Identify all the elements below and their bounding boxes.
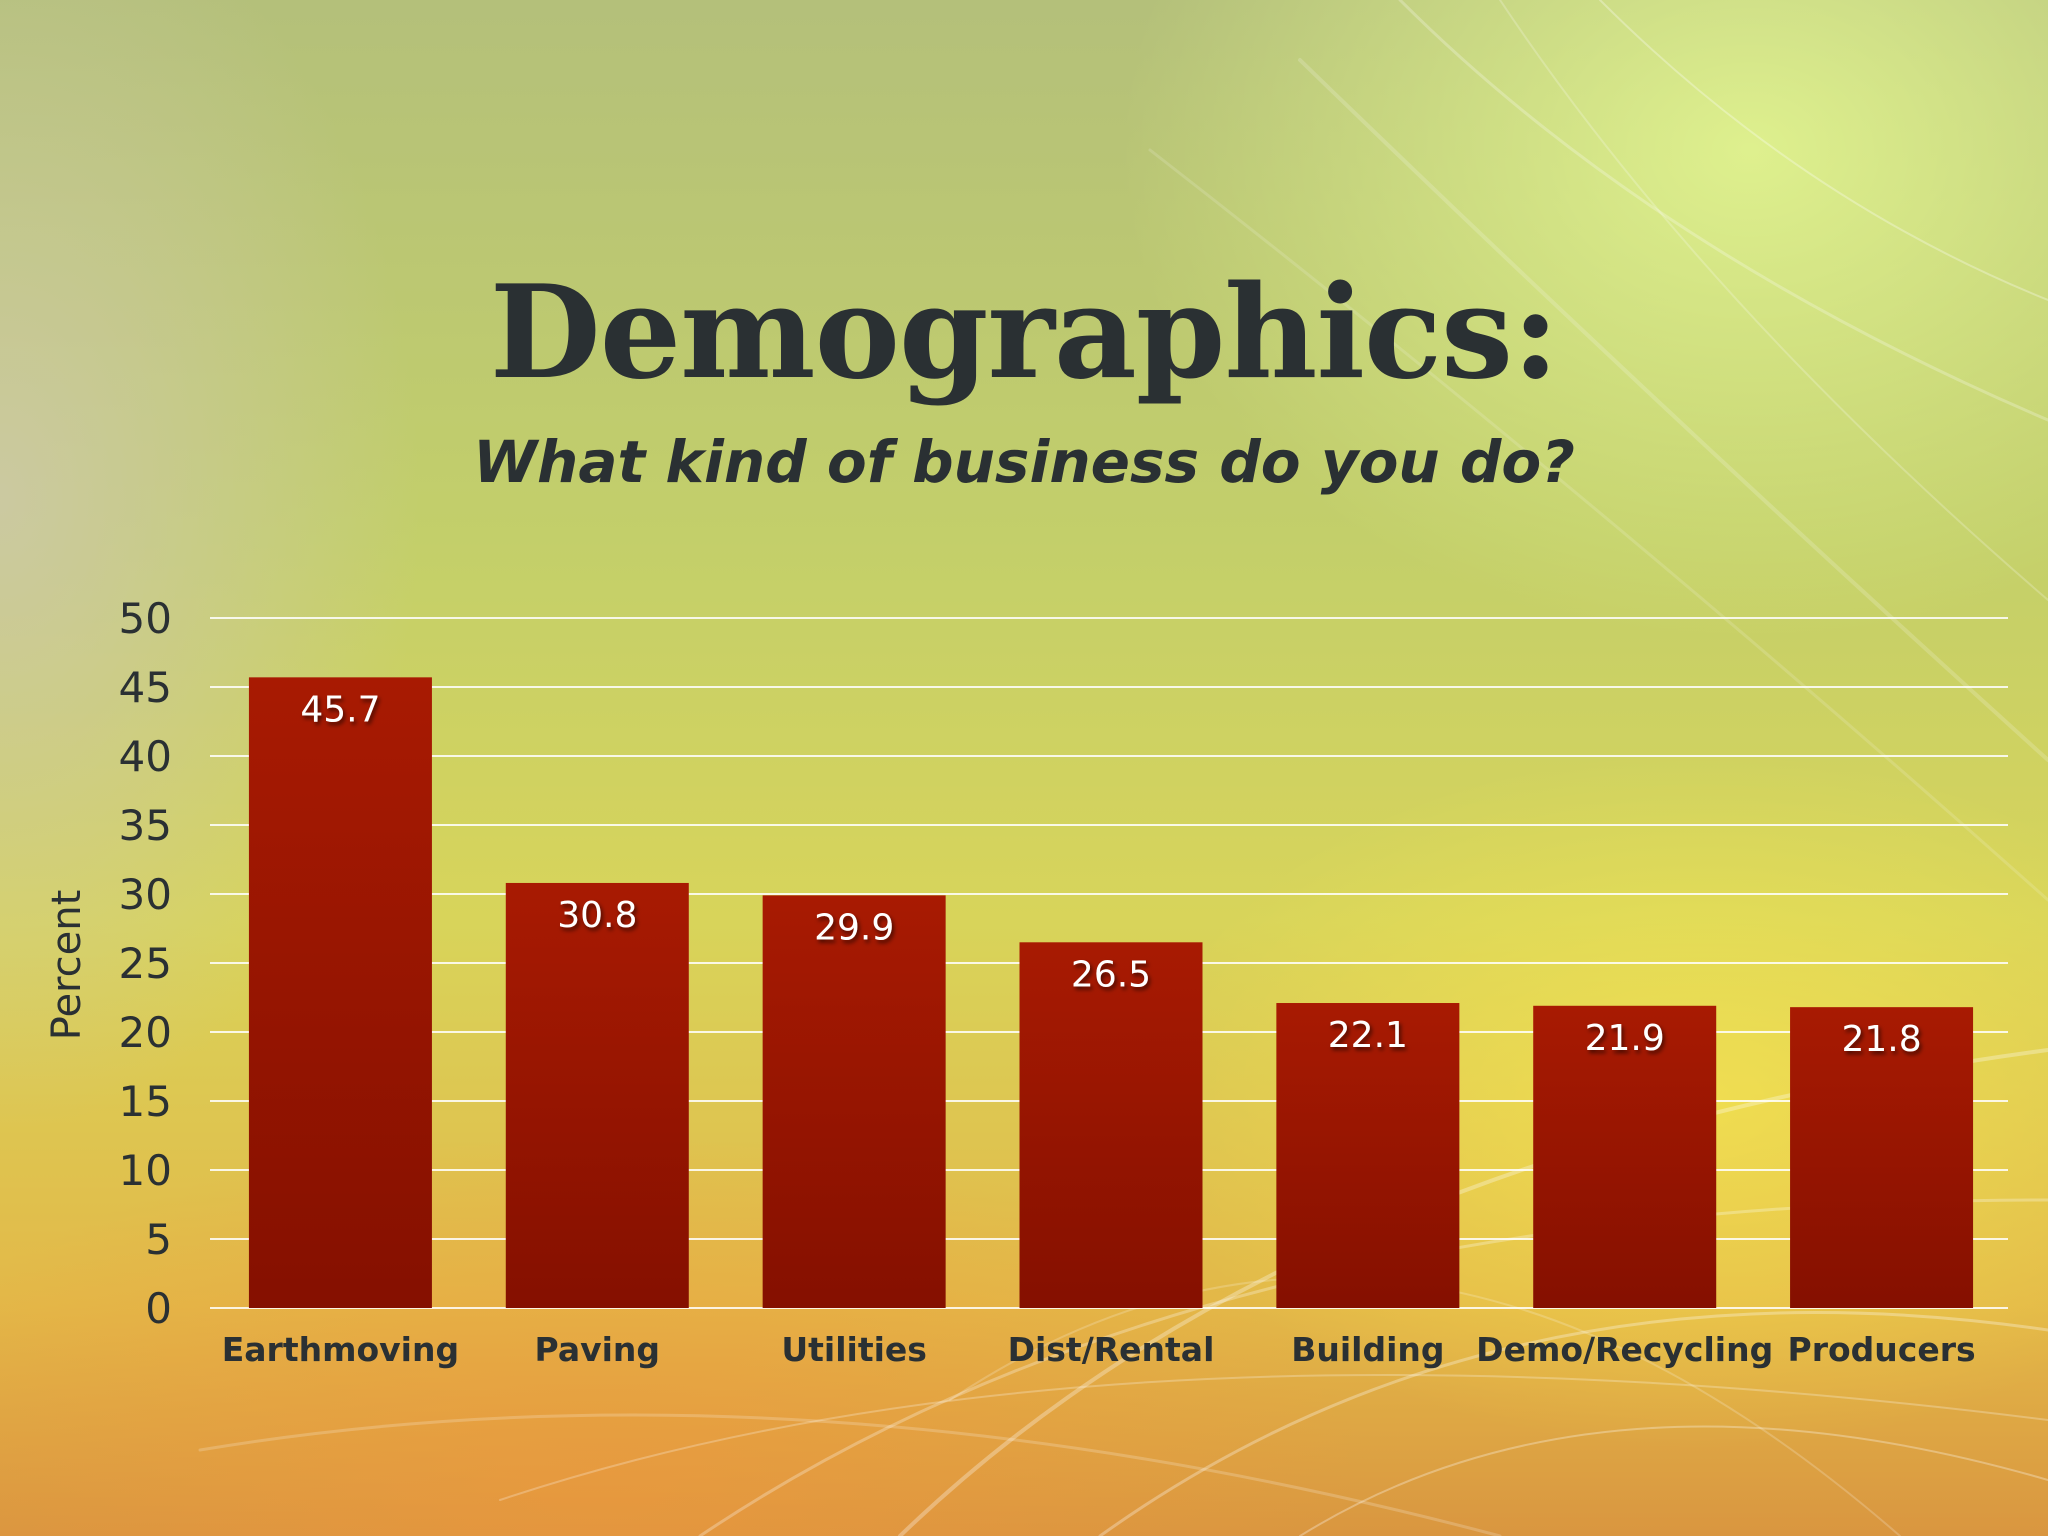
y-tick-label: 20 — [119, 1008, 172, 1057]
data-label: 26.5 — [1071, 954, 1151, 995]
y-tick-label: 15 — [119, 1077, 172, 1126]
slide-subtitle: What kind of business do you do? — [473, 428, 1575, 496]
bar-dist-rental — [1019, 942, 1203, 1308]
data-label: 45.7 — [300, 689, 380, 730]
x-axis-ticks: Earthmoving Paving Utilities Dist/Rental Bui… — [222, 1330, 1976, 1369]
bar-paving — [505, 882, 689, 1308]
y-tick-label: 0 — [145, 1284, 172, 1333]
y-tick-label: 45 — [119, 663, 172, 712]
x-tick-label: Paving — [535, 1330, 661, 1369]
bar-demo-recycling — [1533, 1005, 1717, 1308]
y-tick-label: 35 — [119, 801, 172, 850]
x-tick-label: Earthmoving — [222, 1330, 459, 1369]
slide-title: Demographics: — [489, 258, 1560, 408]
bar-earthmoving — [248, 677, 432, 1308]
x-tick-label: Dist/Rental — [1008, 1330, 1215, 1369]
y-tick-label: 5 — [145, 1215, 172, 1264]
y-tick-label: 10 — [119, 1146, 172, 1195]
y-axis-label: Percent — [44, 890, 90, 1041]
data-label: 21.8 — [1841, 1019, 1921, 1060]
y-axis-ticks: 0 5 10 15 20 25 30 35 40 45 50 — [119, 594, 172, 1333]
y-tick-label: 40 — [119, 732, 172, 781]
data-label: 21.9 — [1585, 1018, 1665, 1059]
x-tick-label: Producers — [1788, 1330, 1976, 1369]
bar-producers — [1790, 1007, 1974, 1308]
bar-utilities — [762, 895, 946, 1308]
y-tick-label: 25 — [119, 939, 172, 988]
y-tick-label: 50 — [119, 594, 172, 643]
y-tick-label: 30 — [119, 870, 172, 919]
x-tick-label: Building — [1291, 1330, 1444, 1369]
bar-building — [1276, 1003, 1460, 1308]
data-label: 29.9 — [814, 907, 894, 948]
x-tick-label: Demo/Recycling — [1476, 1330, 1773, 1369]
x-tick-label: Utilities — [781, 1330, 927, 1369]
data-labels: 45.7 30.8 29.9 26.5 22.1 21.9 21.8 — [300, 689, 1921, 1060]
bars — [248, 677, 1974, 1308]
data-label: 22.1 — [1328, 1015, 1408, 1056]
data-label: 30.8 — [557, 895, 637, 936]
